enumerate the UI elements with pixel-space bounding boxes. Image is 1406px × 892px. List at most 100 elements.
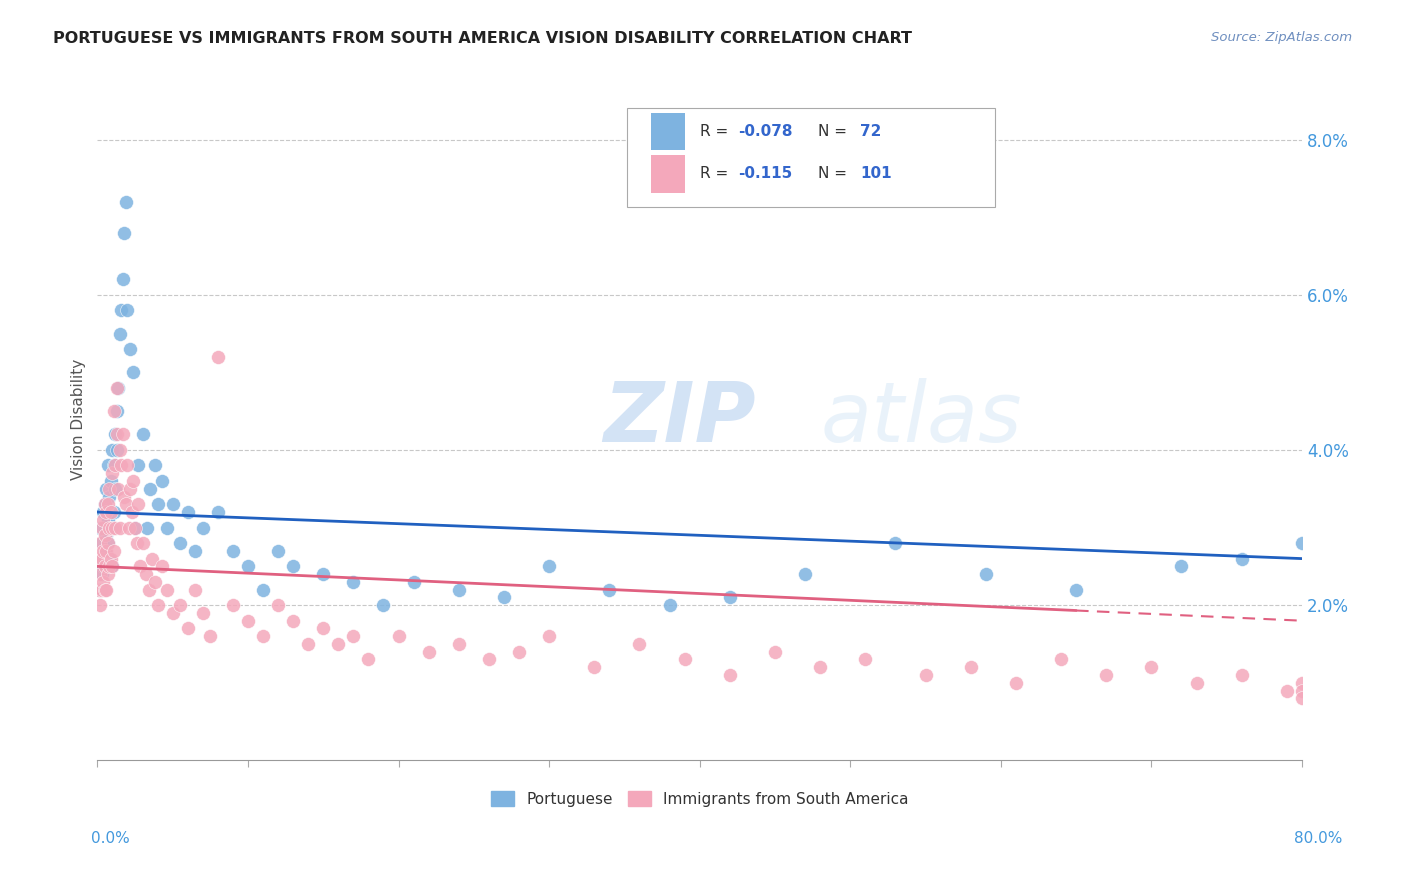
Point: [90, 520, 112, 534]
Point: [236, 614, 259, 628]
Point: [763, 645, 786, 659]
Point: [103, 404, 125, 418]
Text: 0.0%: 0.0%: [91, 831, 131, 846]
Point: [191, 520, 214, 534]
Point: [281, 559, 304, 574]
Point: [100, 505, 122, 519]
Point: [162, 606, 184, 620]
Point: [94, 497, 117, 511]
Point: [169, 598, 191, 612]
FancyBboxPatch shape: [627, 108, 995, 207]
Point: [104, 427, 127, 442]
Point: [98, 482, 121, 496]
Point: [914, 668, 936, 682]
Point: [120, 482, 142, 496]
Point: [447, 637, 470, 651]
Point: [538, 629, 561, 643]
Point: [267, 598, 290, 612]
Point: [124, 520, 146, 534]
Point: [162, 497, 184, 511]
Point: [297, 637, 319, 651]
Point: [794, 567, 817, 582]
Point: [281, 614, 304, 628]
Point: [120, 342, 142, 356]
Point: [105, 442, 128, 457]
Point: [176, 505, 198, 519]
Point: [114, 226, 136, 240]
Point: [108, 520, 131, 534]
Point: [236, 559, 259, 574]
Point: [156, 520, 179, 534]
Point: [387, 629, 409, 643]
Text: atlas: atlas: [820, 378, 1022, 459]
Point: [104, 458, 127, 473]
Point: [1140, 660, 1163, 674]
Point: [252, 629, 274, 643]
Point: [93, 574, 115, 589]
Point: [146, 598, 169, 612]
Point: [312, 567, 335, 582]
Point: [96, 528, 118, 542]
Point: [1230, 551, 1253, 566]
Point: [184, 544, 207, 558]
Point: [508, 645, 530, 659]
Point: [1291, 675, 1313, 690]
Point: [252, 582, 274, 597]
Point: [117, 458, 139, 473]
Point: [138, 582, 160, 597]
Point: [93, 544, 115, 558]
Point: [90, 567, 112, 582]
Point: [342, 574, 364, 589]
Point: [884, 536, 907, 550]
Point: [135, 567, 157, 582]
Point: [131, 536, 153, 550]
Point: [108, 326, 131, 341]
Point: [93, 559, 115, 574]
Point: [1291, 683, 1313, 698]
Point: [98, 490, 121, 504]
Point: [1185, 675, 1208, 690]
Point: [143, 458, 166, 473]
Point: [402, 574, 425, 589]
Point: [97, 458, 120, 473]
Point: [111, 427, 134, 442]
Point: [492, 591, 515, 605]
Point: [1095, 668, 1118, 682]
Point: [131, 427, 153, 442]
Point: [673, 652, 696, 666]
Point: [124, 520, 146, 534]
Point: [87, 582, 110, 597]
Point: [127, 458, 149, 473]
Point: [98, 520, 121, 534]
Point: [200, 629, 222, 643]
Point: [808, 660, 831, 674]
Point: [96, 544, 118, 558]
Point: [974, 567, 997, 582]
Point: [538, 559, 561, 574]
Point: [110, 458, 132, 473]
Point: [176, 622, 198, 636]
Point: [103, 544, 125, 558]
Point: [169, 536, 191, 550]
Y-axis label: Vision Disability: Vision Disability: [72, 359, 86, 480]
Point: [127, 497, 149, 511]
Point: [105, 381, 128, 395]
Point: [418, 645, 440, 659]
Point: [97, 513, 120, 527]
Point: [1275, 683, 1298, 698]
Point: [97, 567, 120, 582]
Point: [207, 350, 229, 364]
Point: [101, 520, 124, 534]
Point: [89, 598, 111, 612]
Point: [101, 442, 124, 457]
Point: [718, 668, 741, 682]
Point: [184, 582, 207, 597]
Point: [93, 505, 115, 519]
Point: [312, 622, 335, 636]
Point: [107, 381, 129, 395]
Point: [108, 442, 131, 457]
Point: [101, 467, 124, 481]
Point: [959, 660, 981, 674]
Point: [94, 559, 117, 574]
Text: N =: N =: [818, 167, 852, 181]
